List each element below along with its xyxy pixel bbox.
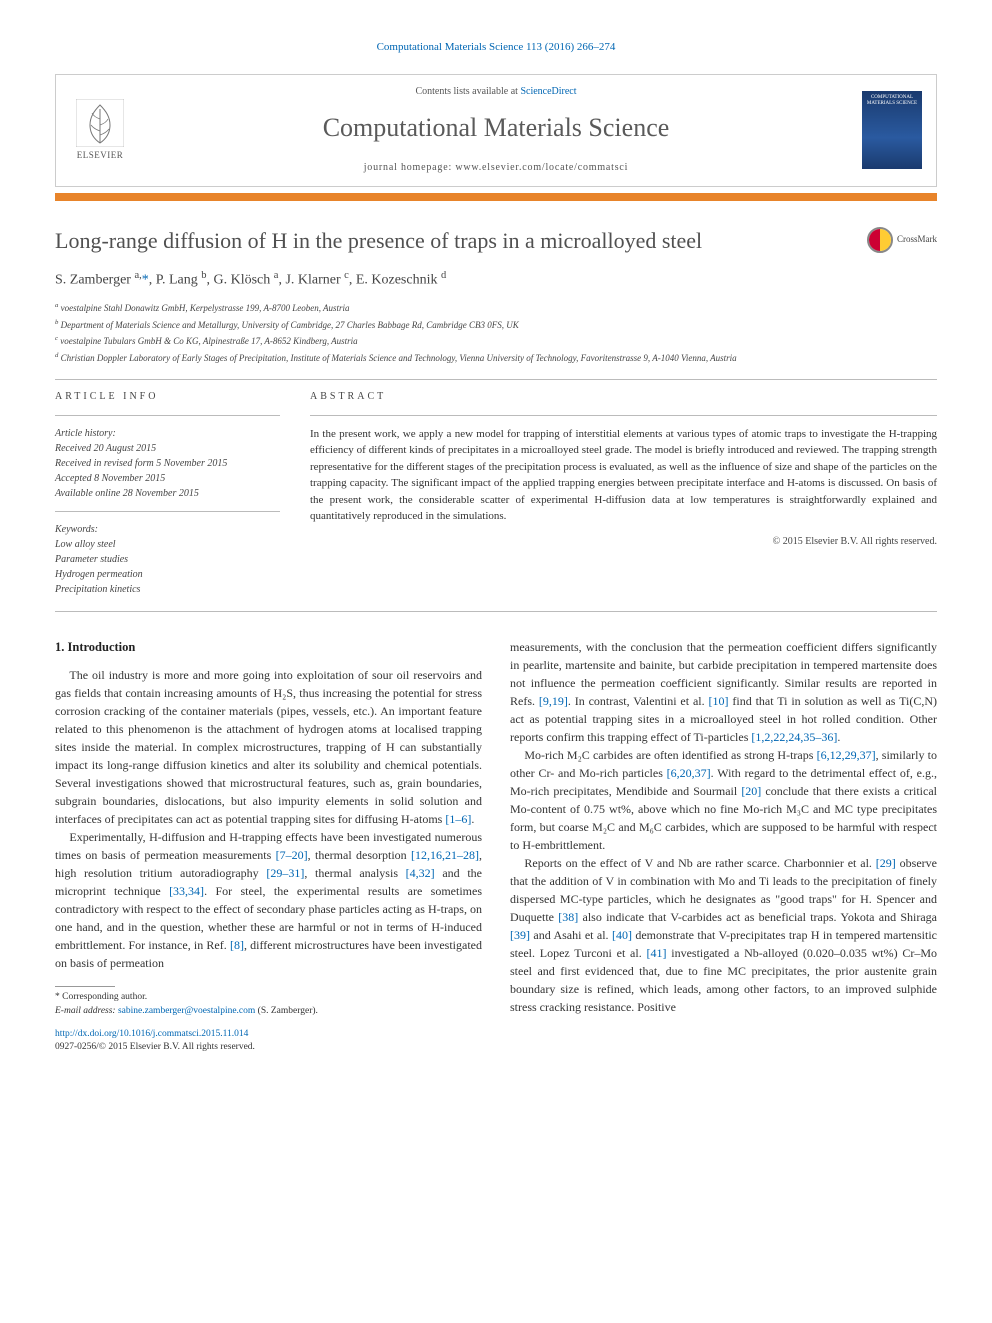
homepage-prefix: journal homepage: [364, 162, 456, 173]
citation-link[interactable]: [20] [741, 784, 761, 798]
contents-line: Contents lists available at ScienceDirec… [130, 85, 862, 100]
journal-cover-thumb: COMPUTATIONAL MATERIALS SCIENCE [862, 91, 922, 169]
orange-divider [55, 193, 937, 201]
citation-link[interactable]: [40] [612, 928, 632, 942]
citation-link[interactable]: [38] [558, 910, 578, 924]
crossmark-label: CrossMark [897, 233, 937, 246]
body-text: and Asahi et al. [530, 928, 612, 942]
divider [55, 511, 280, 512]
body-two-column: 1. Introduction The oil industry is more… [55, 638, 937, 1055]
email-suffix: (S. Zamberger). [255, 1006, 318, 1016]
keyword: Precipitation kinetics [55, 582, 280, 597]
affil-text: Christian Doppler Laboratory of Early St… [61, 353, 737, 363]
history-item: Received 20 August 2015 [55, 441, 280, 456]
body-text: , thermal analysis [304, 866, 405, 880]
affiliation: b Department of Materials Science and Me… [55, 318, 937, 333]
body-text: The oil industry is more and more going … [55, 668, 482, 826]
paragraph: Experimentally, H-diffusion and H-trappi… [55, 828, 482, 972]
history-item: Accepted 8 November 2015 [55, 471, 280, 486]
author[interactable]: J. Klarner [285, 273, 340, 288]
journal-header: ELSEVIER Contents lists available at Sci… [55, 74, 937, 187]
sciencedirect-link[interactable]: ScienceDirect [520, 86, 576, 97]
paragraph: Mo-rich M₂C carbides are often identifie… [510, 746, 937, 854]
abstract-heading: abstract [310, 390, 937, 405]
email-label: E-mail address: [55, 1006, 118, 1016]
divider [55, 611, 937, 612]
citation-link[interactable]: [8] [230, 938, 244, 952]
paragraph: The oil industry is more and more going … [55, 666, 482, 828]
paragraph: measurements, with the conclusion that t… [510, 638, 937, 746]
journal-title: Computational Materials Science [130, 109, 862, 147]
author[interactable]: P. Lang [156, 273, 198, 288]
citation-link[interactable]: [7–20] [276, 848, 308, 862]
affil-text: voestalpine Stahl Donawitz GmbH, Kerpely… [61, 303, 350, 313]
citation-line: Computational Materials Science 113 (201… [55, 40, 937, 56]
divider [55, 379, 937, 380]
doi-block: http://dx.doi.org/10.1016/j.commatsci.20… [55, 1028, 482, 1055]
section-heading: 1. Introduction [55, 638, 482, 657]
article-title: Long-range diffusion of H in the presenc… [55, 227, 857, 255]
author[interactable]: G. Klösch [214, 273, 271, 288]
citation-link[interactable]: [29] [876, 856, 896, 870]
elsevier-tree-icon [76, 99, 124, 147]
affiliation: a voestalpine Stahl Donawitz GmbH, Kerpe… [55, 301, 937, 316]
citation-link[interactable]: [33,34] [169, 884, 204, 898]
body-text: . [837, 730, 840, 744]
issn-copyright: 0927-0256/© 2015 Elsevier B.V. All right… [55, 1042, 255, 1052]
citation-link[interactable]: [10] [709, 694, 729, 708]
crossmark-badge[interactable]: CrossMark [867, 227, 937, 253]
footnote-rule [55, 986, 115, 987]
affiliation: c voestalpine Tubulars GmbH & Co KG, Alp… [55, 334, 937, 349]
citation-link[interactable]: [4,32] [406, 866, 435, 880]
citation-link[interactable]: [9,19] [539, 694, 568, 708]
affil-text: voestalpine Tubulars GmbH & Co KG, Alpin… [60, 336, 357, 346]
citation-link[interactable]: [12,16,21–28] [411, 848, 479, 862]
affiliation: d Christian Doppler Laboratory of Early … [55, 351, 937, 366]
corresponding-footnote: * Corresponding author. [55, 991, 482, 1004]
crossmark-icon [867, 227, 893, 253]
body-text: Mo-rich M₂C carbides are often identifie… [524, 748, 816, 762]
cover-thumb-text: COMPUTATIONAL MATERIALS SCIENCE [866, 95, 918, 106]
citation-link[interactable]: [41] [646, 946, 666, 960]
citation-link[interactable]: [1–6] [445, 812, 471, 826]
keyword: Parameter studies [55, 552, 280, 567]
email-footnote: E-mail address: sabine.zamberger@voestal… [55, 1005, 482, 1018]
elsevier-logo: ELSEVIER [70, 95, 130, 165]
keywords-label: Keywords: [55, 522, 280, 537]
keyword: Hydrogen permeation [55, 567, 280, 582]
article-info-heading: article info [55, 390, 280, 405]
corr-asterisk[interactable]: * [142, 273, 149, 288]
citation-link[interactable]: [39] [510, 928, 530, 942]
homepage-line: journal homepage: www.elsevier.com/locat… [130, 161, 862, 176]
history-label: Article history: [55, 426, 280, 441]
citation-link[interactable]: [6,20,37] [667, 766, 711, 780]
keyword: Low alloy steel [55, 537, 280, 552]
body-text: Reports on the effect of V and Nb are ra… [524, 856, 875, 870]
email-link[interactable]: sabine.zamberger@voestalpine.com [118, 1006, 255, 1016]
affil-text: Department of Materials Science and Meta… [61, 320, 519, 330]
doi-link[interactable]: http://dx.doi.org/10.1016/j.commatsci.20… [55, 1029, 248, 1039]
body-text: , thermal desorption [308, 848, 411, 862]
history-item: Available online 28 November 2015 [55, 486, 280, 501]
citation-link[interactable]: [6,12,29,37] [817, 748, 876, 762]
citation-link[interactable]: [29–31] [266, 866, 304, 880]
divider [55, 415, 280, 416]
body-text: . In contrast, Valentini et al. [568, 694, 709, 708]
author[interactable]: S. Zamberger [55, 273, 131, 288]
elsevier-text: ELSEVIER [77, 149, 124, 162]
author[interactable]: E. Kozeschnik [356, 273, 438, 288]
abstract-copyright: © 2015 Elsevier B.V. All rights reserved… [310, 535, 937, 550]
contents-prefix: Contents lists available at [415, 86, 520, 97]
homepage-url[interactable]: www.elsevier.com/locate/commatsci [455, 162, 628, 173]
history-item: Received in revised form 5 November 2015 [55, 456, 280, 471]
body-text: also indicate that V-carbides act as ben… [578, 910, 937, 924]
abstract-text: In the present work, we apply a new mode… [310, 426, 937, 525]
paragraph: Reports on the effect of V and Nb are ra… [510, 854, 937, 1016]
citation-link[interactable]: [1,2,22,24,35–36] [751, 730, 837, 744]
divider [310, 415, 937, 416]
authors-line: S. Zamberger a,*, P. Lang b, G. Klösch a… [55, 268, 937, 291]
